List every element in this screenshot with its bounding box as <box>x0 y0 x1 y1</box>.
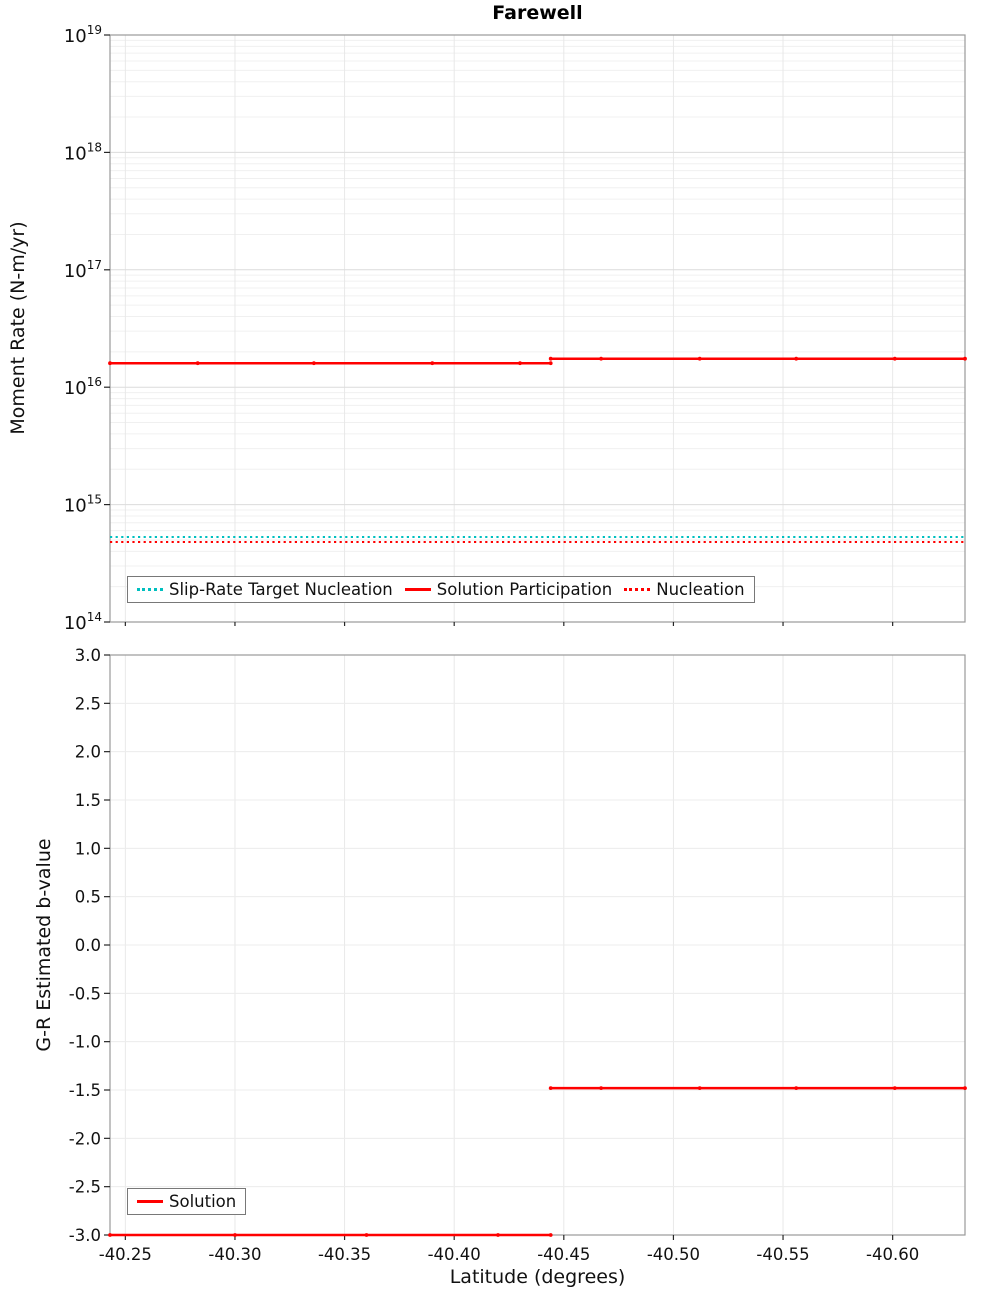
series-marker-solution-participation <box>963 356 967 361</box>
y-tick-label: 0.0 <box>75 936 101 955</box>
series-marker-solution <box>963 1086 967 1090</box>
y-tick-label: 1.5 <box>75 791 101 810</box>
x-tick-label: -40.55 <box>756 1245 809 1264</box>
x-tick-label: -40.50 <box>647 1245 700 1264</box>
y-tick-label: 1014 <box>64 610 102 634</box>
series-marker-solution-participation <box>794 356 799 361</box>
series-marker-solution <box>364 1233 369 1237</box>
y-tick-label: 1016 <box>64 375 102 399</box>
series-marker-solution <box>108 1233 112 1237</box>
x-tick-label: -40.40 <box>428 1245 481 1264</box>
y-axis-label-moment-rate: Moment Rate (N-m/yr) <box>7 221 29 435</box>
legend-item: Solution Participation <box>404 580 613 599</box>
x-tick-label: -40.30 <box>208 1245 261 1264</box>
series-marker-solution <box>548 1233 553 1237</box>
x-tick-label: -40.60 <box>866 1245 919 1264</box>
y-tick-label: -1.5 <box>69 1081 101 1100</box>
y-tick-label: -2.5 <box>69 1178 101 1197</box>
legend-top: Slip-Rate Target Nucleation Solution Par… <box>127 576 755 603</box>
legend-item: Solution <box>137 1192 236 1211</box>
y-tick-label: 1.0 <box>75 839 101 858</box>
legend-label: Solution Participation <box>436 580 613 599</box>
line-sample-nucleation <box>624 588 651 591</box>
plot-border-top <box>109 34 966 623</box>
y-tick-label: 2.0 <box>75 743 101 762</box>
y-tick-label: 0.5 <box>75 888 101 907</box>
series-group <box>108 356 967 543</box>
x-tick-label: -40.45 <box>537 1245 590 1264</box>
legend-item: Slip-Rate Target Nucleation <box>137 580 393 599</box>
legend-label: Nucleation <box>656 580 745 599</box>
line-sample-solution <box>137 1200 163 1203</box>
line-sample-slip-rate-target-nucleation <box>137 588 163 591</box>
legend-label: Solution <box>169 1192 237 1211</box>
chart-title: Farewell <box>492 2 583 24</box>
series-marker-solution <box>892 1086 897 1090</box>
x-tick-label: -40.35 <box>318 1245 371 1264</box>
series-marker-solution <box>496 1233 500 1237</box>
grid-bottom <box>110 654 965 1236</box>
y-tick-label: -2.0 <box>69 1129 101 1148</box>
legend-item: Nucleation <box>624 580 745 599</box>
y-tick-label: 2.5 <box>75 694 101 713</box>
series-marker-solution-participation <box>108 361 112 366</box>
series-marker-solution-participation <box>599 356 603 361</box>
y-tick-label: 1019 <box>64 23 102 47</box>
grid-top <box>110 34 965 623</box>
y-tick-label: -1.0 <box>69 1033 101 1052</box>
series-marker-solution-participation <box>195 361 200 366</box>
series-marker-solution-participation <box>548 356 553 361</box>
y-tick-label: 1015 <box>64 493 102 517</box>
series-marker-solution-participation <box>312 361 316 366</box>
series-marker-solution-participation <box>430 361 435 366</box>
y-tick-label: -0.5 <box>69 984 101 1003</box>
series-marker-solution-participation <box>548 361 553 366</box>
series-marker-solution-participation <box>697 356 702 361</box>
series-group <box>108 1086 967 1237</box>
series-marker-solution-participation <box>892 356 897 361</box>
series-marker-solution <box>233 1233 237 1237</box>
series-marker-solution <box>794 1086 799 1090</box>
series-marker-solution <box>599 1086 603 1090</box>
y-axis-label-b-value: G-R Estimated b-value <box>33 838 55 1052</box>
x-axis-label-latitude: Latitude (degrees) <box>449 1266 626 1288</box>
axis-ticks-bottom: 3.0 2.5 2.0 1.5 1.0 0.5 0.0 -0.5 -1.0 -1.5 -2.0 -2.… <box>69 646 919 1264</box>
legend-label: Slip-Rate Target Nucleation <box>169 580 393 599</box>
series-marker-solution <box>697 1086 702 1090</box>
legend-bottom: Solution <box>127 1188 247 1215</box>
x-tick-label: -40.25 <box>99 1245 152 1264</box>
y-tick-label: 3.0 <box>75 646 101 665</box>
y-tick-label: 1018 <box>64 140 102 164</box>
y-tick-label: 1017 <box>64 258 102 282</box>
y-tick-label: -3.0 <box>69 1226 101 1245</box>
line-sample-solution-participation <box>404 588 431 591</box>
axis-ticks-top: 1019 1018 1017 1016 1015 1014 <box>64 23 894 634</box>
series-marker-solution <box>548 1086 553 1090</box>
series-marker-solution-participation <box>518 361 522 366</box>
